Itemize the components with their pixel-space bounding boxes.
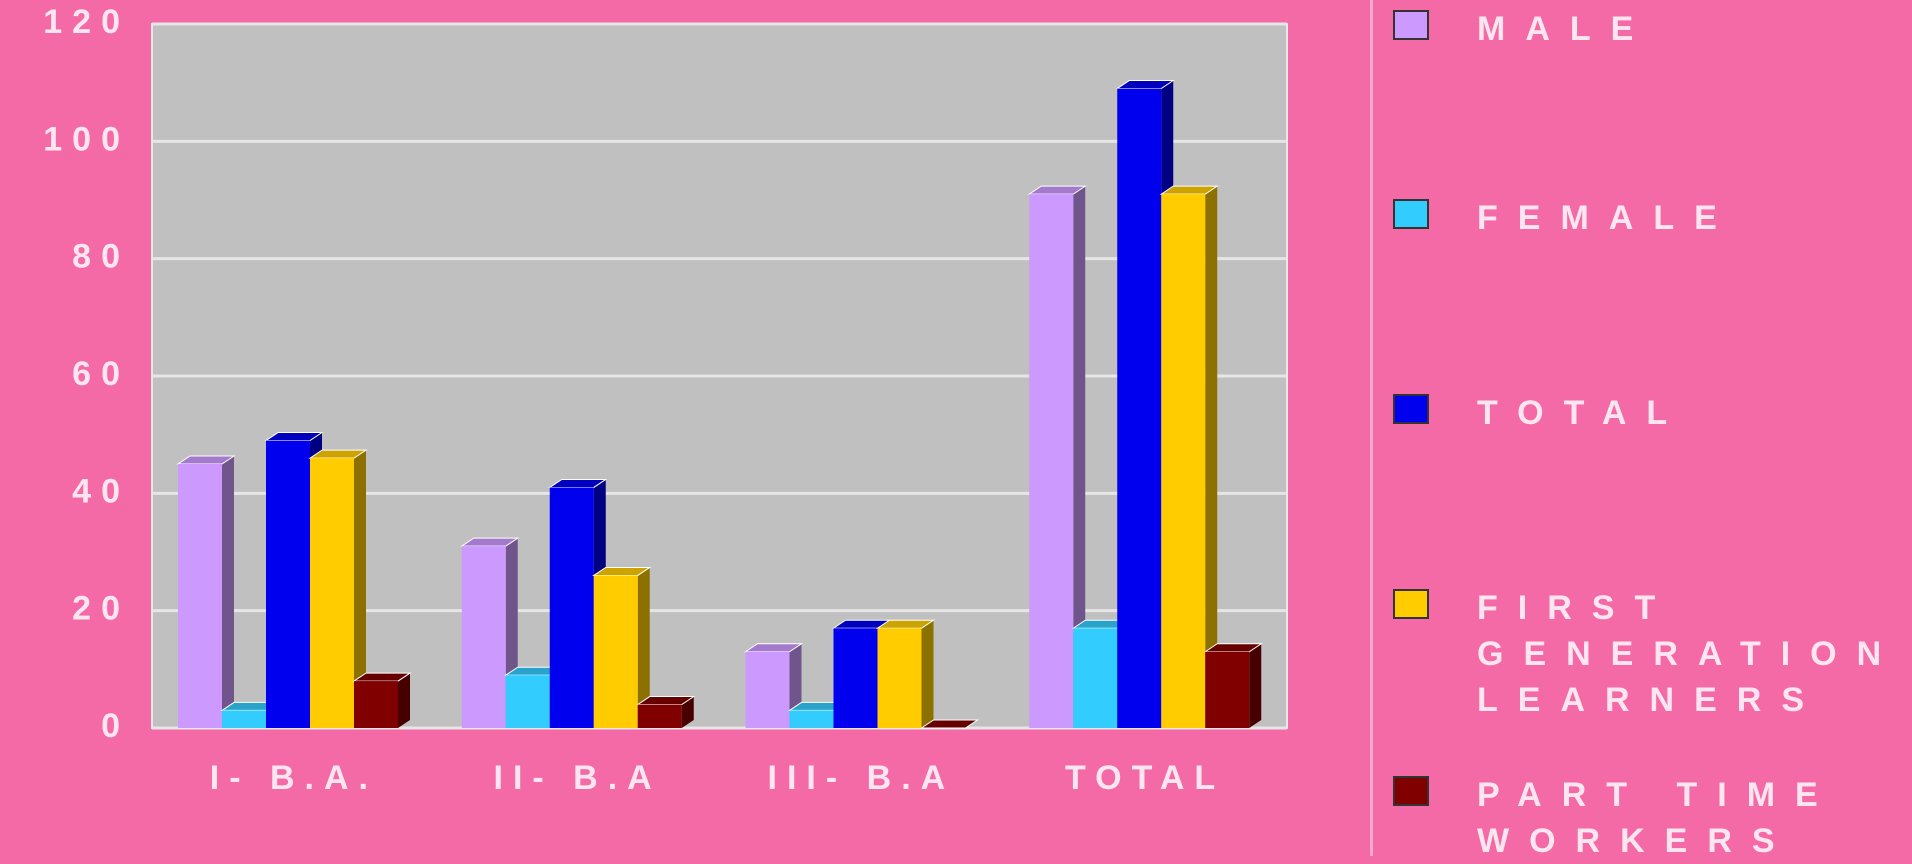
legend-swatch bbox=[1393, 10, 1429, 40]
bar bbox=[222, 710, 266, 728]
y-tick-label: 80 bbox=[72, 238, 130, 276]
legend-label: TOTAL bbox=[1477, 394, 1688, 432]
bar-side bbox=[921, 620, 934, 728]
bar-side bbox=[1249, 643, 1262, 728]
bar bbox=[310, 458, 354, 728]
bar-side bbox=[681, 696, 694, 728]
bar bbox=[1205, 651, 1250, 728]
bar bbox=[505, 675, 550, 728]
bar-side bbox=[637, 567, 650, 728]
y-tick-label: 100 bbox=[43, 120, 130, 158]
legend-swatch bbox=[1393, 589, 1429, 619]
bar bbox=[1029, 194, 1074, 729]
y-tick-label: 0 bbox=[101, 707, 130, 745]
y-tick-label: 40 bbox=[72, 472, 130, 510]
y-tick-label: 60 bbox=[72, 355, 130, 393]
bar bbox=[1161, 194, 1206, 729]
legend-item: FIRST GENERATION LEARNERS bbox=[1393, 585, 1912, 723]
x-tick-label: I- B.A. bbox=[210, 759, 378, 797]
legend-swatch bbox=[1393, 776, 1429, 806]
bar bbox=[266, 440, 310, 728]
y-tick-label: 20 bbox=[72, 590, 130, 628]
bar-side bbox=[398, 673, 410, 728]
chart: 0 20 40 60 80 100 120 I- B.A. II- B.A III- B.A TOT… bbox=[43, 3, 1288, 797]
legend-item: MALE bbox=[1393, 6, 1912, 52]
bar bbox=[833, 628, 878, 728]
x-tick-label: II- B.A bbox=[494, 759, 662, 797]
legend-label: FIRST GENERATION LEARNERS bbox=[1477, 589, 1902, 719]
bar-side bbox=[1073, 186, 1086, 729]
x-tick-label: TOTAL bbox=[1065, 759, 1225, 797]
bar bbox=[877, 628, 922, 728]
bar-side bbox=[354, 450, 366, 728]
legend-item: FEMALE bbox=[1393, 195, 1912, 241]
bar bbox=[178, 464, 222, 728]
bar bbox=[1073, 628, 1118, 728]
bar bbox=[789, 710, 834, 728]
legend: MALE FEMALE TOTAL FIRST GENERATION LEARNERS… bbox=[1370, 0, 1912, 860]
bar-side bbox=[222, 456, 234, 728]
legend-label: MALE bbox=[1477, 10, 1654, 48]
bar bbox=[549, 487, 594, 728]
legend-label: PART TIME WORKERS bbox=[1477, 776, 1838, 860]
legend-swatch bbox=[1393, 199, 1429, 229]
legend-item: PART TIME WORKERS bbox=[1393, 772, 1912, 864]
legend-label: FEMALE bbox=[1477, 199, 1737, 237]
legend-swatch bbox=[1393, 394, 1429, 424]
bar bbox=[354, 681, 398, 728]
y-tick-label: 120 bbox=[43, 3, 130, 41]
bar bbox=[1117, 88, 1162, 729]
bar bbox=[637, 704, 682, 728]
legend-item: TOTAL bbox=[1393, 390, 1912, 436]
bar-side bbox=[1205, 186, 1218, 729]
x-tick-label: III- B.A bbox=[768, 759, 956, 797]
bar bbox=[593, 575, 638, 728]
bar-top bbox=[919, 719, 980, 729]
bar bbox=[461, 546, 506, 728]
bar bbox=[745, 651, 790, 728]
